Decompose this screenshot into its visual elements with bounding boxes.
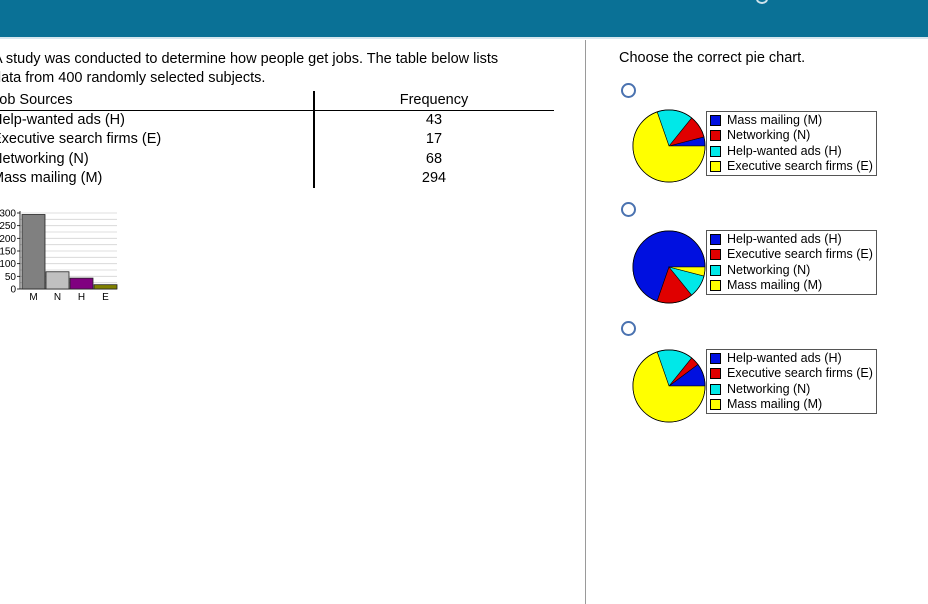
table-cell-frequency: 294: [421, 170, 447, 186]
legend-label: Executive search firms (E): [727, 366, 873, 381]
legend-swatch: [710, 368, 721, 380]
legend-item: Help-wanted ads (H): [710, 232, 873, 247]
job-sources-table: Job Sources Frequency Help-wanted ads (H…: [0, 91, 554, 189]
table-cell-frequency: 17: [425, 131, 443, 147]
y-tick-label: 0: [10, 285, 16, 296]
banner-partial-icon: [756, 0, 768, 4]
intro-line-1: A study was conducted to determine how p…: [0, 51, 499, 67]
banner-underline: [0, 37, 928, 39]
legend-swatch: [710, 264, 721, 276]
legend-item: Networking (N): [710, 128, 873, 143]
legend-label: Help-wanted ads (H): [727, 232, 842, 246]
pie-outline: [632, 109, 706, 183]
legend-swatch: [710, 130, 721, 142]
legend-swatch: [710, 353, 721, 365]
pie-outline: [632, 349, 706, 423]
y-tick-label: 200: [0, 234, 16, 245]
question-prompt: Choose the correct pie chart.: [619, 50, 806, 66]
y-tick-label: 100: [0, 259, 16, 270]
table-cell-source: Networking (N): [0, 150, 89, 167]
legend-swatch: [710, 145, 721, 157]
legend-item: Executive search firms (E): [710, 366, 873, 381]
legend-item: Networking (N): [710, 382, 873, 397]
pie-chart-option-2: [632, 230, 706, 304]
table-cell-frequency: 68: [425, 150, 443, 167]
bar-N: [45, 271, 70, 290]
legend-swatch: [710, 399, 721, 411]
legend-item: Mass mailing (M): [710, 397, 873, 412]
x-tick-label: H: [78, 292, 85, 303]
question-intro: A study was conducted to determine how p…: [0, 50, 573, 88]
legend-item: Executive search firms (E): [710, 159, 873, 174]
legend-item: Networking (N): [710, 263, 873, 278]
table-column-divider: [313, 91, 315, 188]
table-cell-frequency: 43: [425, 111, 443, 128]
legend-option-1: Mass mailing (M) Networking (N) Help-wante…: [706, 111, 877, 177]
header-job-sources: Job Sources: [0, 92, 73, 108]
answer-option-3[interactable]: Help-wanted ads (H) Executive search firm…: [600, 319, 910, 423]
legend-label: Mass mailing (M): [727, 113, 823, 127]
bar-H: [69, 277, 94, 290]
radio-button-option-3[interactable]: [621, 321, 636, 336]
radio-button-option-1[interactable]: [621, 83, 636, 98]
bar-E: [93, 284, 118, 290]
table-cell-source: Help-wanted ads (H): [0, 111, 125, 128]
legend-label: Mass mailing (M): [727, 277, 823, 292]
legend-item: Executive search firms (E): [710, 247, 873, 262]
table-cell-source: Executive search firms (E): [0, 131, 162, 147]
answer-option-1[interactable]: Mass mailing (M) Networking (N) Help-wante…: [600, 80, 910, 183]
legend-label: Executive search firms (E): [727, 158, 873, 173]
intro-line-2: data from 400 randomly selected subjects…: [0, 70, 266, 86]
y-tick-label: 50: [5, 272, 17, 283]
legend-option-3: Help-wanted ads (H) Executive search firm…: [706, 349, 877, 415]
legend-label: Networking (N): [727, 262, 811, 277]
table-cell-source: Mass mailing (M): [0, 170, 103, 186]
pie-chart-option-3: [632, 349, 706, 423]
column-divider: [585, 40, 586, 604]
table-row: Networking (N) 68: [0, 150, 554, 170]
radio-button-option-2[interactable]: [621, 202, 636, 217]
legend-item: Mass mailing (M): [710, 113, 873, 128]
legend-swatch: [710, 234, 721, 246]
legend-item: Help-wanted ads (H): [710, 351, 873, 366]
pie-outline: [632, 230, 706, 304]
y-tick-label: 150: [0, 247, 16, 258]
header-frequency: Frequency: [399, 92, 469, 108]
legend-swatch: [710, 249, 721, 261]
legend-swatch: [710, 280, 721, 292]
legend-swatch: [710, 115, 721, 127]
legend-swatch: [710, 383, 721, 395]
legend-swatch: [710, 161, 721, 173]
legend-label: Executive search firms (E): [727, 247, 873, 262]
y-tick-label: 250: [0, 221, 16, 232]
x-tick-label: E: [102, 292, 109, 303]
table-row: Mass mailing (M) 294: [0, 169, 554, 189]
x-tick-label: N: [54, 292, 61, 303]
bar-M: [21, 214, 46, 290]
legend-item: Mass mailing (M): [710, 278, 873, 293]
x-tick-label: M: [29, 292, 37, 303]
legend-option-2: Help-wanted ads (H) Executive search firm…: [706, 230, 877, 296]
answer-option-2[interactable]: Help-wanted ads (H) Executive search firm…: [600, 200, 910, 304]
legend-label: Networking (N): [727, 381, 811, 396]
legend-label: Help-wanted ads (H): [727, 351, 842, 365]
top-banner: [0, 0, 928, 37]
table-header-row: Job Sources Frequency: [0, 91, 554, 111]
legend-label: Help-wanted ads (H): [727, 143, 842, 158]
table-row: Executive search firms (E) 17: [0, 130, 554, 150]
legend-item: Help-wanted ads (H): [710, 144, 873, 159]
table-row: Help-wanted ads (H) 43: [0, 111, 554, 131]
legend-label: Mass mailing (M): [727, 396, 823, 411]
y-tick-label: 300: [0, 209, 16, 220]
legend-label: Networking (N): [727, 128, 811, 143]
pie-chart-option-1: [632, 109, 706, 183]
